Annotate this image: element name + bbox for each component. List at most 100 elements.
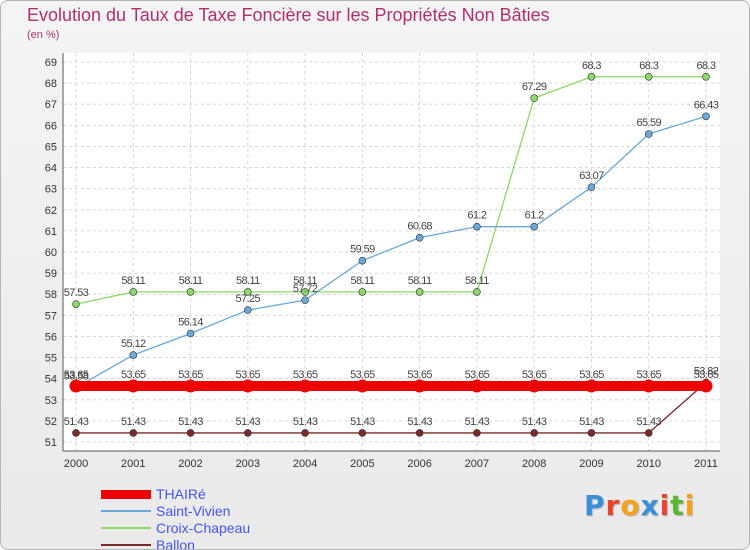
data-point [530, 222, 538, 231]
x-tick-label: 2001 [121, 458, 145, 470]
data-point [415, 429, 424, 437]
data-label: 53.65 [407, 369, 432, 381]
data-label: 68.3 [696, 60, 715, 72]
x-tick-label: 2010 [636, 458, 660, 470]
y-tick-label: 66 [45, 120, 57, 132]
data-point [301, 296, 309, 304]
y-tick-label: 59 [45, 268, 57, 280]
x-tick-label: 2002 [178, 458, 202, 470]
data-point [358, 256, 367, 265]
data-point [298, 379, 312, 393]
logo-letter: o [620, 489, 641, 522]
data-point [587, 183, 596, 191]
data-label: 53.65 [694, 369, 719, 381]
y-tick-label: 54 [45, 374, 57, 386]
y-tick-label: 60 [45, 247, 57, 259]
data-label: 57.25 [236, 293, 261, 305]
data-label: 53.65 [293, 369, 318, 381]
data-point [301, 429, 309, 437]
data-label: 51.43 [350, 416, 375, 428]
data-point [186, 429, 195, 437]
data-label: 51.43 [236, 416, 261, 428]
data-label: 51.43 [407, 416, 432, 428]
legend-label: Saint-Vivien [156, 503, 231, 519]
data-label: 65.59 [636, 117, 661, 129]
data-label: 60.68 [407, 221, 432, 233]
x-tick-label: 2009 [579, 458, 603, 470]
y-tick-label: 67 [45, 99, 57, 111]
y-tick-label: 68 [45, 78, 57, 90]
data-label: 53.65 [236, 369, 261, 381]
data-label: 51.43 [293, 416, 318, 428]
x-tick-label: 2011 [694, 458, 718, 470]
data-point [644, 130, 653, 138]
data-point [244, 288, 252, 296]
logo-letter: x [640, 489, 660, 522]
data-label: 61.2 [467, 210, 486, 222]
chart-title: Evolution du Taux de Taxe Foncière sur l… [27, 5, 550, 25]
y-tick-label: 58 [45, 289, 57, 301]
chart-subtitle: (en %) [27, 29, 60, 41]
data-label: 59.59 [350, 244, 375, 256]
data-point [413, 379, 427, 393]
data-label: 53.65 [64, 369, 89, 381]
legend-label: Croix-Chapeau [156, 520, 251, 536]
data-label: 67.29 [522, 81, 547, 93]
x-tick-label: 2007 [465, 458, 489, 470]
x-tick-label: 2005 [350, 458, 374, 470]
legend-swatch [101, 489, 151, 499]
data-point [244, 429, 252, 437]
data-label: 53.65 [636, 369, 661, 381]
legend-label: THAIRé [156, 486, 206, 502]
x-tick-label: 2006 [407, 458, 431, 470]
data-point [473, 222, 481, 231]
y-tick-label: 69 [45, 57, 57, 69]
legend-item: Ballon [101, 537, 301, 549]
data-label: 58.11 [351, 275, 375, 287]
data-point [415, 233, 424, 242]
data-label: 58.11 [236, 275, 260, 287]
logo-letter: r [605, 489, 621, 522]
legend-item: Saint-Vivien [101, 503, 301, 519]
series-line [75, 76, 706, 305]
data-point [126, 379, 140, 393]
data-label: 53.65 [178, 369, 203, 381]
data-label: 51.43 [64, 416, 89, 428]
data-point [642, 379, 656, 393]
data-point [72, 429, 80, 437]
data-label: 55.12 [121, 338, 146, 350]
data-point [358, 288, 367, 296]
data-label: 57.53 [64, 287, 89, 299]
data-label: 53.65 [350, 369, 375, 381]
data-point [473, 429, 481, 437]
data-label: 58.11 [293, 275, 317, 287]
data-label: 51.43 [636, 416, 661, 428]
logo-letter: i [684, 489, 696, 522]
data-point [699, 379, 713, 393]
series-line [75, 115, 707, 389]
y-tick-label: 51 [45, 437, 57, 449]
data-point [72, 300, 80, 308]
data-label: 53.82 [694, 365, 719, 377]
y-tick-label: 52 [45, 416, 57, 428]
y-tick-label: 61 [45, 226, 57, 238]
data-label: 53.65 [121, 369, 146, 381]
data-point [129, 288, 138, 296]
logo-letter: i [659, 489, 671, 522]
data-point [702, 72, 710, 81]
proxiti-logo: Proxiti [584, 489, 695, 522]
data-label: 51.43 [121, 416, 146, 428]
data-label: 53.65 [522, 369, 547, 381]
y-tick-label: 63 [45, 184, 57, 196]
x-tick-label: 2000 [64, 458, 88, 470]
data-label: 51.43 [465, 416, 490, 428]
data-point [530, 94, 538, 102]
series-line [76, 381, 707, 434]
data-point [355, 379, 369, 393]
data-label: 58.11 [465, 275, 489, 287]
data-point [241, 379, 255, 393]
data-point [644, 72, 653, 81]
legend-swatch [101, 510, 151, 512]
data-label: 68.3 [582, 60, 601, 72]
